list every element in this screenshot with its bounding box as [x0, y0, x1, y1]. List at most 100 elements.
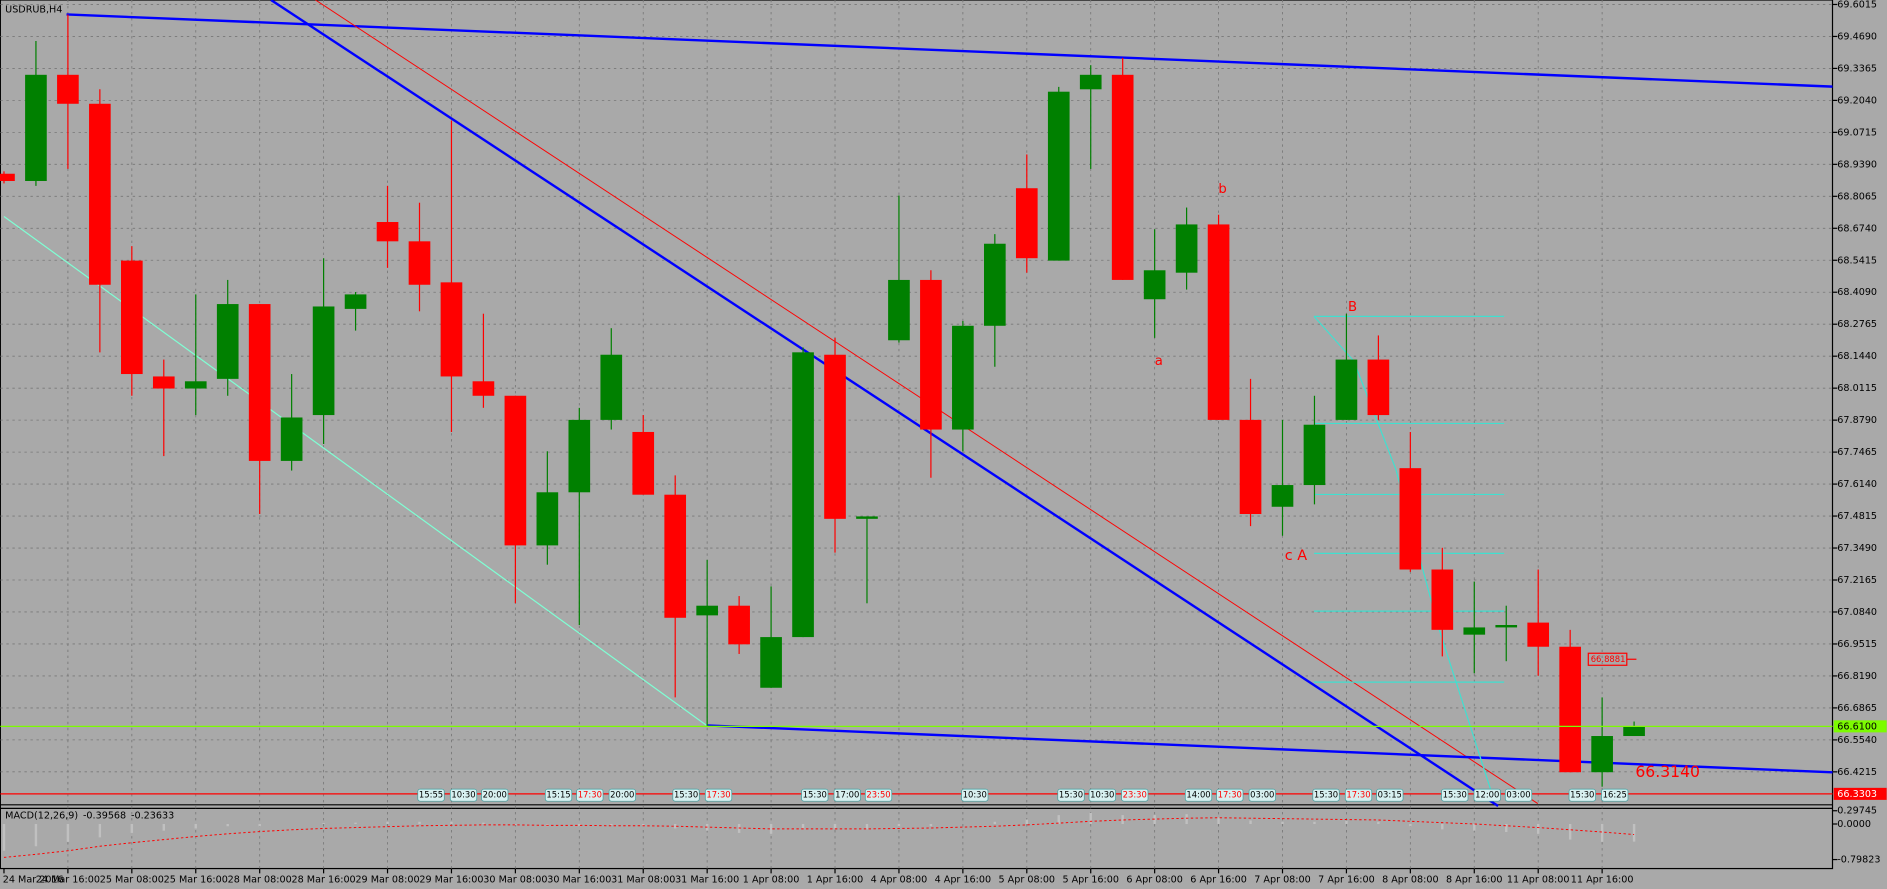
candle-body: [696, 605, 718, 616]
x-tick-label: 25 Mar 16:00: [164, 874, 228, 885]
chart-title: USDRUB,H4: [5, 5, 62, 16]
candle-body: [440, 282, 463, 377]
candle-body: [25, 74, 47, 181]
candle-body: [888, 279, 910, 341]
event-label: 03:00: [1250, 790, 1274, 800]
candle-body: [1335, 359, 1358, 420]
candle-body: [1303, 424, 1326, 486]
candle-body: [376, 222, 399, 242]
candle-body: [1367, 359, 1390, 416]
candle-body: [312, 306, 335, 416]
annotation: 66.3140: [1635, 762, 1700, 781]
event-label: 15:55: [419, 790, 443, 800]
candle-body: [408, 241, 431, 285]
candle-body: [0, 173, 15, 181]
event-box: [1121, 788, 1149, 802]
candle-body: [1175, 224, 1198, 273]
candle-body: [1015, 188, 1038, 259]
y-tick-label: 66.5540: [1837, 735, 1877, 746]
candle-body: [184, 381, 207, 389]
x-tick-label: 28 Mar 16:00: [292, 874, 356, 885]
x-tick-label: 29 Mar 16:00: [419, 874, 483, 885]
y-tick-label: 68.8065: [1837, 191, 1877, 202]
y-tick-label: 68.5415: [1837, 255, 1877, 266]
y-tick-label: 67.7465: [1837, 447, 1877, 458]
price-tag: [1833, 720, 1887, 733]
candle-body: [760, 637, 782, 688]
event-label: 15:30: [1314, 790, 1338, 800]
annotation: c A: [1285, 548, 1308, 564]
event-label: 20:00: [610, 790, 634, 800]
y-tick-label: 69.3365: [1837, 63, 1877, 74]
event-box: [1184, 788, 1213, 802]
candle-body: [824, 354, 846, 519]
event-box: [449, 788, 478, 802]
candle-body: [1623, 726, 1645, 737]
price-tag: [1833, 787, 1887, 800]
candle-body: [152, 376, 175, 389]
y-tick-label: 66.8190: [1837, 671, 1877, 682]
y-tick-label: 67.2165: [1837, 575, 1877, 586]
candle-body: [1527, 622, 1550, 647]
y-tick-label: 67.3490: [1837, 543, 1877, 554]
x-tick-label: 7 Apr 08:00: [1254, 874, 1311, 885]
y-tick-label: 68.1440: [1837, 351, 1877, 362]
candle-body: [1431, 569, 1454, 630]
event-label: 14:00: [1186, 790, 1210, 800]
event-box: [864, 788, 893, 802]
candle-body: [1047, 91, 1070, 261]
x-tick-label: 11 Apr 16:00: [1571, 874, 1634, 885]
y-tick-label: 69.4690: [1837, 31, 1877, 42]
candle-body: [89, 103, 111, 285]
event-label: 15:30: [1059, 790, 1083, 800]
fibonacci: [1313, 315, 1505, 795]
candle-body: [1463, 627, 1486, 635]
event-label: 15:15: [546, 790, 570, 800]
event-box: [1312, 788, 1340, 802]
y-tick-label: 68.9390: [1837, 159, 1877, 170]
x-tick-label: 29 Mar 08:00: [355, 874, 419, 885]
candle-body: [856, 516, 878, 519]
candle-body: [1399, 468, 1422, 570]
x-tick-label: 5 Apr 08:00: [999, 874, 1056, 885]
x-tick-label: 24 Mar 16:00: [36, 874, 100, 885]
annotation: b: [1218, 182, 1226, 197]
x-tick-label: 5 Apr 16:00: [1062, 874, 1119, 885]
event-box: [1216, 788, 1244, 802]
event-label: 23:30: [1123, 790, 1147, 800]
event-box: [544, 788, 573, 802]
x-tick-label: 7 Apr 16:00: [1318, 874, 1375, 885]
candle-body: [1079, 74, 1102, 90]
candle-body: [536, 492, 559, 546]
event-box: [801, 788, 829, 802]
x-tick-label: 24 Mar 2016: [3, 874, 64, 885]
candle-body: [472, 381, 495, 396]
event-label: 15:30: [803, 790, 827, 800]
candle-body: [121, 260, 143, 375]
candle-body: [344, 294, 367, 309]
candle-body: [504, 395, 527, 546]
candle-body: [632, 431, 655, 495]
candle-body: [920, 279, 942, 430]
event-label: 10:30: [963, 790, 987, 800]
event-label: 17:30: [1346, 790, 1370, 800]
event-label: 17:00: [835, 790, 859, 800]
candle-body: [568, 419, 591, 493]
candle-body: [600, 354, 623, 420]
candle-body: [664, 494, 687, 618]
candle-body: [1495, 625, 1518, 628]
y-tick-label: 68.2765: [1837, 319, 1877, 330]
x-tick-label: 31 Mar 16:00: [675, 874, 739, 885]
x-tick-label: 30 Mar 08:00: [483, 874, 547, 885]
y-tick-label: -0.79823: [1837, 855, 1880, 866]
y-tick-label: 69.6015: [1837, 0, 1877, 10]
x-tick-label: 31 Mar 08:00: [611, 874, 675, 885]
event-box: [1473, 788, 1501, 802]
x-tick-label: 30 Mar 16:00: [547, 874, 611, 885]
event-label: 17:30: [1218, 790, 1242, 800]
macd-signal-value: -0.23633: [131, 811, 174, 822]
candle-body: [1207, 224, 1230, 420]
event-label: 16:25: [1603, 790, 1627, 800]
event-box: [1441, 788, 1469, 802]
event-label: 20:00: [483, 790, 507, 800]
